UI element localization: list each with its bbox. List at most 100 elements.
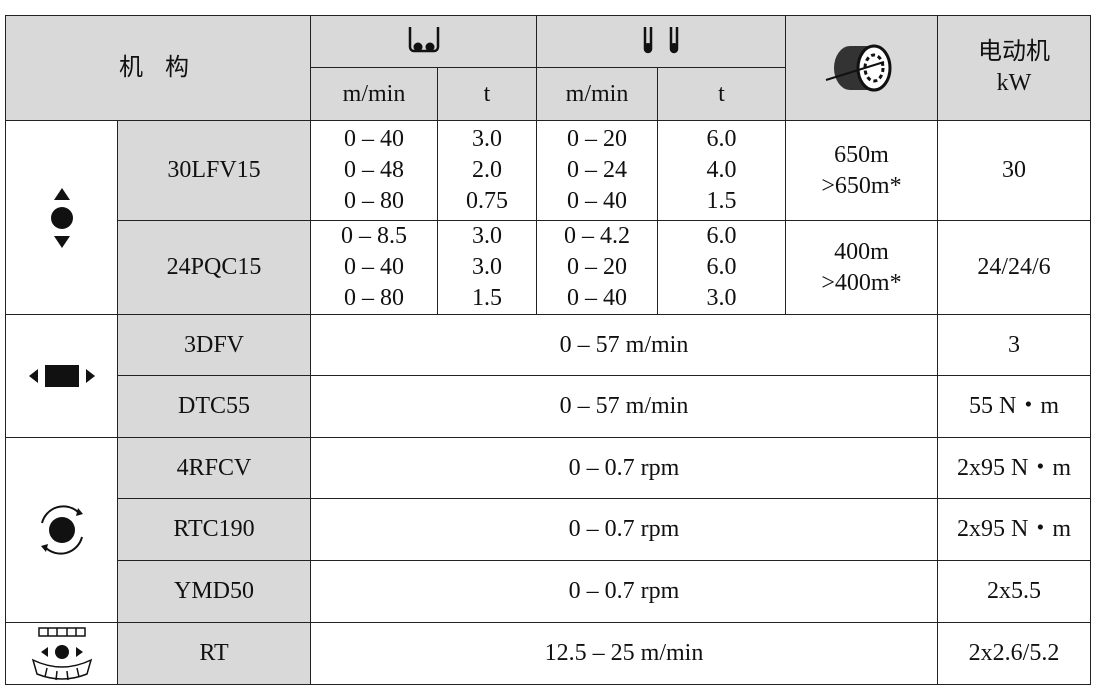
- cell-text: 0 – 24: [567, 157, 627, 183]
- cell-text: 2x95 N・m: [957, 516, 1071, 542]
- cell-text: 0 – 20: [567, 254, 627, 280]
- header-cell: m/min: [536, 67, 658, 121]
- table-cell: 0 – 0.7 rpm: [310, 498, 938, 561]
- group-icon: [5, 622, 118, 685]
- table-row: DTC55 0 – 57 m/min 55 N・m: [6, 375, 1091, 438]
- cell-text: t: [718, 80, 725, 107]
- table-cell: 400m >400m*: [785, 220, 938, 315]
- cell-text: 0 – 48: [344, 157, 404, 183]
- cell-text: 3.0: [472, 254, 502, 280]
- table-cell: 3.0 3.0 1.5: [437, 220, 537, 315]
- motor-cell: 3: [937, 314, 1091, 376]
- table-row: 4RFCV 0 – 0.7 rpm 2x95 N・m: [5, 437, 1091, 623]
- mechanism-name: 3DFV: [117, 314, 311, 376]
- cell-text: 24PQC15: [166, 254, 262, 280]
- table-cell: 3.0 2.0 0.75: [437, 120, 537, 221]
- cell-text: 650m: [834, 141, 889, 168]
- cell-text: 24/24/6: [977, 254, 1051, 280]
- cell-text: RT: [199, 640, 229, 666]
- cell-text: 30: [1002, 157, 1026, 183]
- cell-text: 0 – 40: [567, 285, 627, 311]
- mechanism-name: YMD50: [117, 560, 311, 623]
- cell-text: >400m*: [821, 269, 902, 296]
- header-cell: t: [657, 67, 786, 121]
- cell-text: 0 – 57 m/min: [559, 393, 689, 419]
- cell-text: 0 – 80: [344, 188, 404, 214]
- cell-text: 4.0: [706, 157, 737, 183]
- table-row: RT 12.5 – 25 m/min 2x2.6/5.2: [5, 622, 1091, 685]
- header-icon: [536, 15, 786, 68]
- mechanism-name: 24PQC15: [117, 220, 311, 315]
- header-icon: [310, 15, 537, 68]
- table-cell: 0 – 0.7 rpm: [310, 437, 938, 499]
- cell-text: 3DFV: [183, 331, 244, 358]
- table-cell: 0 – 57 m/min: [310, 314, 938, 376]
- table-cell: 0 – 20 0 – 24 0 – 40: [536, 120, 658, 221]
- header-cell: 机 构: [5, 15, 311, 121]
- cell-text: 0 – 0.7 rpm: [568, 454, 680, 481]
- cell-text: 0 – 8.5: [341, 223, 407, 249]
- cell-text: 4RFCV: [176, 454, 252, 481]
- cell-text: 0 – 40: [567, 188, 627, 214]
- group-icon: [5, 120, 118, 315]
- header-cell: t: [437, 67, 537, 121]
- cell-text: 12.5 – 25 m/min: [544, 640, 704, 666]
- cell-text: 0 – 40: [344, 254, 404, 280]
- table-row: 机 构 电动机 kW: [5, 15, 1091, 121]
- cell-text: 0 – 20: [567, 126, 627, 152]
- mechanism-name: DTC55: [117, 375, 311, 438]
- cell-text: 400m: [834, 238, 889, 265]
- cell-text: m/min: [565, 80, 629, 107]
- table-row: RTC190 0 – 0.7 rpm 2x95 N・m: [6, 498, 1091, 561]
- cell-text: t: [483, 80, 491, 107]
- cell-text: 2x95 N・m: [957, 454, 1071, 481]
- group-icon: [5, 314, 118, 438]
- cell-text: DTC55: [178, 393, 250, 419]
- cell-text: 1.5: [472, 285, 502, 311]
- table-cell: 0 – 40 0 – 48 0 – 80: [310, 120, 438, 221]
- cell-text: 3.0: [472, 126, 502, 152]
- spec-table: 机 构 电动机 kW m/min t m/min t 30LFV15 0 – 40 0 – 48 0…: [5, 15, 1091, 685]
- motor-cell: 2x2.6/5.2: [937, 622, 1091, 685]
- cell-text: 电动机: [978, 39, 1050, 65]
- cell-text: m/min: [342, 80, 406, 107]
- cell-text: 30LFV15: [167, 157, 261, 183]
- cell-text: YMD50: [173, 578, 254, 604]
- cell-text: 0 – 0.7 rpm: [568, 578, 680, 604]
- cell-text: kW: [996, 70, 1032, 96]
- cell-text: 0.75: [466, 188, 508, 214]
- motor-cell: 30: [937, 120, 1091, 221]
- group-icon: [5, 437, 118, 623]
- mechanism-name: 30LFV15: [117, 120, 311, 221]
- motor-cell: 55 N・m: [937, 375, 1091, 438]
- cell-text: 0 – 80: [344, 285, 404, 311]
- header-cell: m/min: [310, 67, 438, 121]
- cell-text: 6.0: [706, 254, 737, 280]
- cell-text: 55 N・m: [969, 393, 1059, 419]
- cell-text: 3.0: [706, 285, 737, 311]
- mechanism-name: RT: [117, 622, 311, 685]
- motor-cell: 2x95 N・m: [937, 498, 1091, 561]
- cell-text: 3: [1008, 331, 1020, 358]
- cell-text: RTC190: [173, 516, 255, 542]
- table-cell: 6.0 6.0 3.0: [657, 220, 786, 315]
- mechanism-name: 4RFCV: [117, 437, 311, 499]
- motor-cell: 24/24/6: [937, 220, 1091, 315]
- motor-cell: 2x5.5: [937, 560, 1091, 623]
- table-cell: 0 – 4.2 0 – 20 0 – 40: [536, 220, 658, 315]
- cell-text: 2x2.6/5.2: [968, 640, 1060, 666]
- cell-text: 6.0: [706, 223, 737, 249]
- table-row: YMD50 0 – 0.7 rpm 2x5.5: [6, 560, 1091, 623]
- cell-text: 1.5: [706, 188, 737, 214]
- cell-text: 机 构: [119, 54, 197, 81]
- cell-text: 2x5.5: [987, 578, 1041, 604]
- cell-text: 6.0: [706, 126, 737, 152]
- header-cell: 电动机 kW: [937, 15, 1091, 121]
- table-cell: 650m >650m*: [785, 120, 938, 221]
- table-cell: 0 – 57 m/min: [310, 375, 938, 438]
- cell-text: 2.0: [472, 157, 502, 183]
- table-row: 24PQC15 0 – 8.5 0 – 40 0 – 80 3.0 3.0 1.5 0 – 4…: [6, 220, 1091, 315]
- motor-cell: 2x95 N・m: [937, 437, 1091, 499]
- cell-text: 0 – 4.2: [564, 223, 630, 249]
